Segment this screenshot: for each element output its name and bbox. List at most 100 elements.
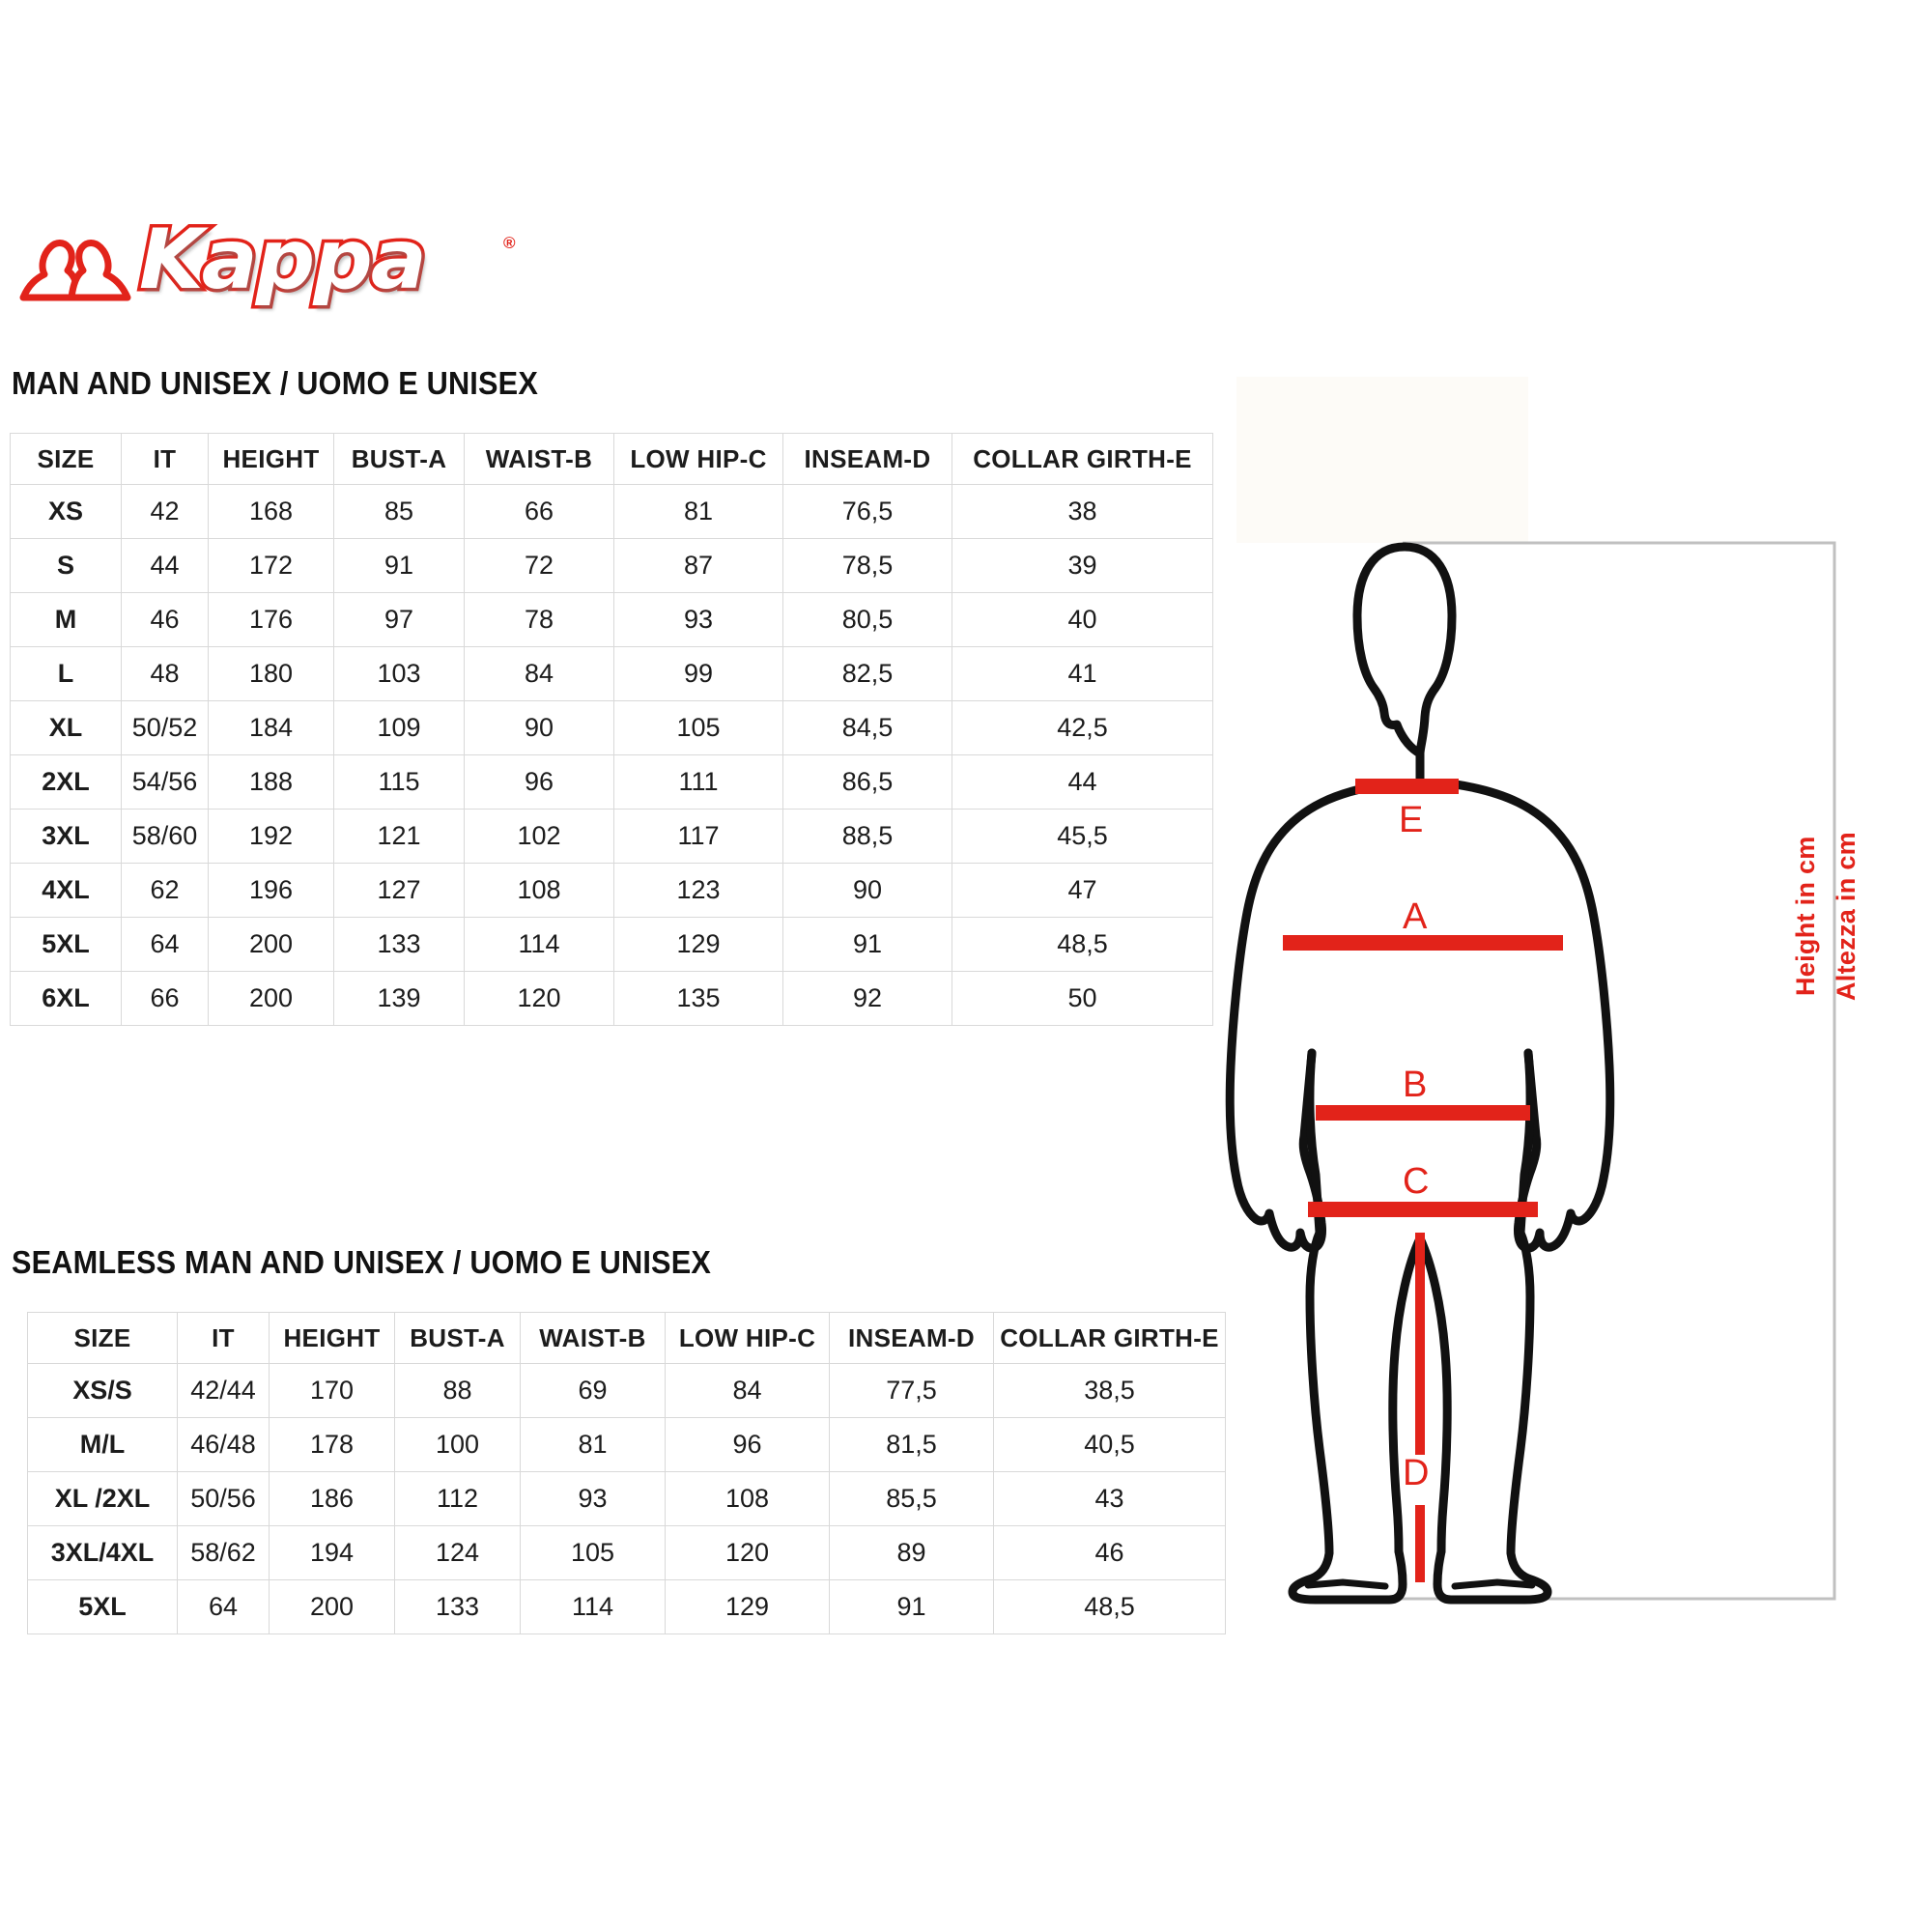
registered-mark: ® <box>503 234 516 252</box>
cell-size: 5XL <box>27 1579 178 1634</box>
table-row: XL /2XL 50/56 186 112 93 108 85,5 43 <box>27 1471 1226 1526</box>
cell-size: 6XL <box>10 971 122 1026</box>
cell-waist: 90 <box>464 700 614 755</box>
cell-waist: 114 <box>520 1579 666 1634</box>
column-header-collar-girth: COLLAR GIRTH-E <box>952 433 1213 485</box>
cell-size: 4XL <box>10 863 122 918</box>
cell-waist: 120 <box>464 971 614 1026</box>
table-row: M 46 176 97 78 93 80,5 40 <box>10 592 1213 647</box>
cell-height: 188 <box>208 754 334 810</box>
cell-it: 58/60 <box>121 809 209 864</box>
cell-inseam: 91 <box>782 917 952 972</box>
table-row: 5XL 64 200 133 114 129 91 48,5 <box>27 1579 1226 1634</box>
cell-height: 180 <box>208 646 334 701</box>
cell-inseam: 91 <box>829 1579 994 1634</box>
column-header-size: SIZE <box>10 433 122 485</box>
cell-bust: 133 <box>394 1579 521 1634</box>
cell-it: 44 <box>121 538 209 593</box>
cell-inseam: 76,5 <box>782 484 952 539</box>
cell-size: 3XL/4XL <box>27 1525 178 1580</box>
column-header-waist: WAIST-B <box>464 433 614 485</box>
cell-bust: 97 <box>333 592 465 647</box>
mark-label-D: D <box>1403 1453 1430 1493</box>
cell-low-hip: 120 <box>665 1525 830 1580</box>
mark-label-A: A <box>1403 896 1428 937</box>
cell-size: M/L <box>27 1417 178 1472</box>
cell-collar-girth: 45,5 <box>952 809 1213 864</box>
cell-size: L <box>10 646 122 701</box>
table-header-row: SIZE IT HEIGHT BUST-A WAIST-B LOW HIP-C … <box>27 1312 1226 1364</box>
cell-height: 170 <box>269 1363 395 1418</box>
cell-collar-girth: 47 <box>952 863 1213 918</box>
table-row: XS 42 168 85 66 81 76,5 38 <box>10 484 1213 539</box>
cell-size: M <box>10 592 122 647</box>
kappa-logo: Kappa ® <box>15 215 518 313</box>
column-header-size: SIZE <box>27 1312 178 1364</box>
cell-inseam: 86,5 <box>782 754 952 810</box>
column-header-it: IT <box>177 1312 270 1364</box>
cell-inseam: 85,5 <box>829 1471 994 1526</box>
section-title-seamless-man-unisex: SEAMLESS MAN AND UNISEX / UOMO E UNISEX <box>12 1244 712 1280</box>
cell-inseam: 90 <box>782 863 952 918</box>
cell-height: 184 <box>208 700 334 755</box>
table-row: 6XL 66 200 139 120 135 92 50 <box>10 971 1213 1026</box>
table-row: 3XL 58/60 192 121 102 117 88,5 45,5 <box>10 809 1213 864</box>
table-row: 2XL 54/56 188 115 96 111 86,5 44 <box>10 754 1213 810</box>
section-title-man-unisex: MAN AND UNISEX / UOMO E UNISEX <box>12 365 538 401</box>
table-row: M/L 46/48 178 100 81 96 81,5 40,5 <box>27 1417 1226 1472</box>
cell-size: 2XL <box>10 754 122 810</box>
cell-collar-girth: 50 <box>952 971 1213 1026</box>
cell-waist: 72 <box>464 538 614 593</box>
cell-waist: 66 <box>464 484 614 539</box>
cell-height: 172 <box>208 538 334 593</box>
cell-low-hip: 105 <box>613 700 783 755</box>
cell-collar-girth: 48,5 <box>952 917 1213 972</box>
cell-height: 196 <box>208 863 334 918</box>
cell-collar-girth: 44 <box>952 754 1213 810</box>
cell-bust: 100 <box>394 1417 521 1472</box>
diagram-background-shade <box>1236 377 1528 543</box>
table-row: S 44 172 91 72 87 78,5 39 <box>10 538 1213 593</box>
cell-height: 194 <box>269 1525 395 1580</box>
cell-it: 58/62 <box>177 1525 270 1580</box>
cell-inseam: 92 <box>782 971 952 1026</box>
column-header-height: HEIGHT <box>269 1312 395 1364</box>
cell-bust: 88 <box>394 1363 521 1418</box>
cell-size: XS <box>10 484 122 539</box>
cell-collar-girth: 46 <box>993 1525 1226 1580</box>
cell-size: 5XL <box>10 917 122 972</box>
cell-bust: 85 <box>333 484 465 539</box>
table-row: 5XL 64 200 133 114 129 91 48,5 <box>10 917 1213 972</box>
column-header-collar-girth: COLLAR GIRTH-E <box>993 1312 1226 1364</box>
cell-low-hip: 93 <box>613 592 783 647</box>
cell-low-hip: 111 <box>613 754 783 810</box>
cell-low-hip: 129 <box>613 917 783 972</box>
column-header-inseam: INSEAM-D <box>782 433 952 485</box>
kappa-wordmark: Kappa <box>136 212 431 308</box>
cell-bust: 133 <box>333 917 465 972</box>
height-label-it: Altezza in cm <box>1832 832 1861 1001</box>
measure-bars <box>1283 779 1563 1217</box>
mark-label-C: C <box>1403 1161 1430 1202</box>
cell-it: 46 <box>121 592 209 647</box>
cell-collar-girth: 40,5 <box>993 1417 1226 1472</box>
column-header-low-hip: LOW HIP-C <box>613 433 783 485</box>
cell-low-hip: 135 <box>613 971 783 1026</box>
cell-size: XS/S <box>27 1363 178 1418</box>
cell-it: 62 <box>121 863 209 918</box>
cell-size: XL <box>10 700 122 755</box>
cell-collar-girth: 48,5 <box>993 1579 1226 1634</box>
cell-waist: 93 <box>520 1471 666 1526</box>
column-header-bust: BUST-A <box>333 433 465 485</box>
cell-collar-girth: 42,5 <box>952 700 1213 755</box>
cell-bust: 115 <box>333 754 465 810</box>
column-header-height: HEIGHT <box>208 433 334 485</box>
cell-inseam: 77,5 <box>829 1363 994 1418</box>
cell-collar-girth: 39 <box>952 538 1213 593</box>
cell-inseam: 80,5 <box>782 592 952 647</box>
cell-height: 200 <box>208 917 334 972</box>
cell-collar-girth: 40 <box>952 592 1213 647</box>
cell-collar-girth: 41 <box>952 646 1213 701</box>
cell-size: 3XL <box>10 809 122 864</box>
cell-height: 178 <box>269 1417 395 1472</box>
